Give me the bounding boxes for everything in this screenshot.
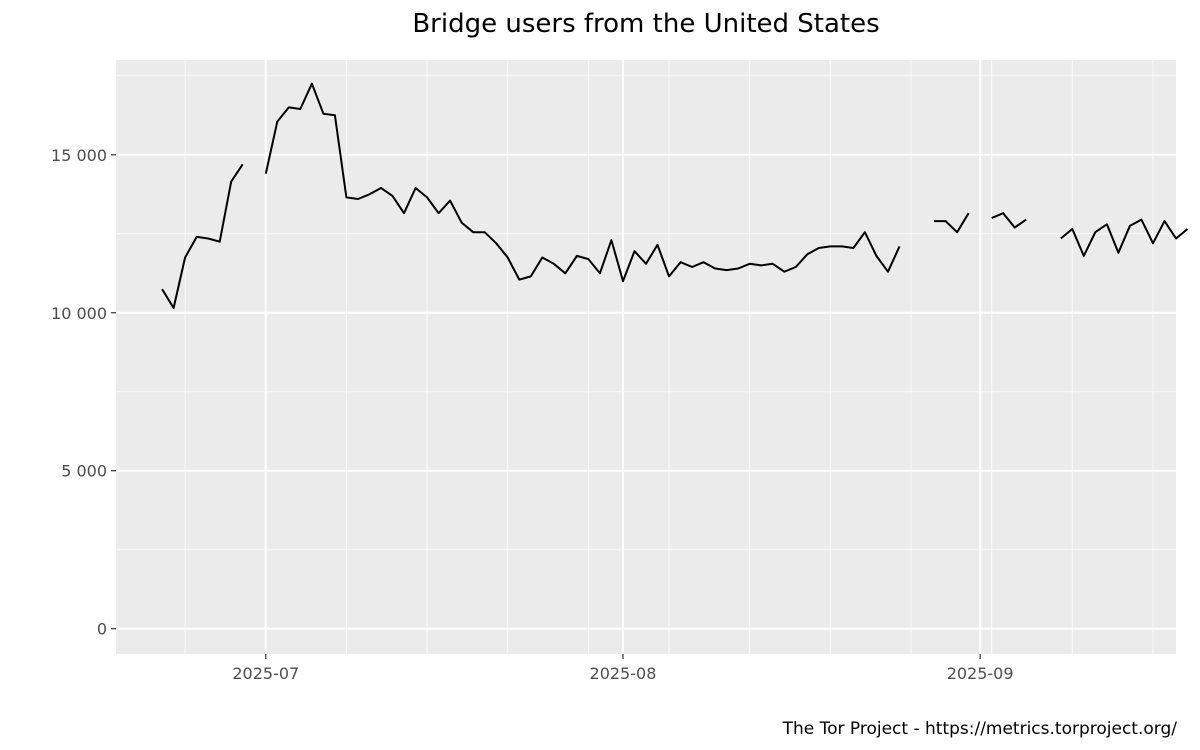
- y-tick-label: 10 000: [51, 304, 107, 323]
- series-line-segment: [991, 212, 1027, 229]
- plot-panel: [116, 60, 1176, 654]
- x-tick-label: 2025-07: [232, 664, 299, 683]
- series-line-segment: [161, 163, 244, 309]
- chart-title: Bridge users from the United States: [412, 9, 879, 39]
- x-axis: 2025-07 2025-08 2025-09: [232, 654, 1014, 683]
- chart-caption: The Tor Project - https://metrics.torpro…: [782, 719, 1178, 739]
- y-tick-label: 0: [97, 620, 107, 639]
- series-line-segment: [934, 212, 970, 234]
- y-tick-label: 5 000: [61, 462, 107, 481]
- series-layer: [161, 82, 1189, 309]
- y-axis: 0 5 000 10 000 15 000: [51, 146, 116, 639]
- series-line-segment: [1060, 218, 1189, 257]
- x-tick-label: 2025-09: [947, 664, 1014, 683]
- major-gridlines: [116, 60, 1176, 654]
- series-line-segment: [264, 82, 901, 283]
- x-tick-label: 2025-08: [590, 664, 657, 683]
- y-tick-label: 15 000: [51, 146, 107, 165]
